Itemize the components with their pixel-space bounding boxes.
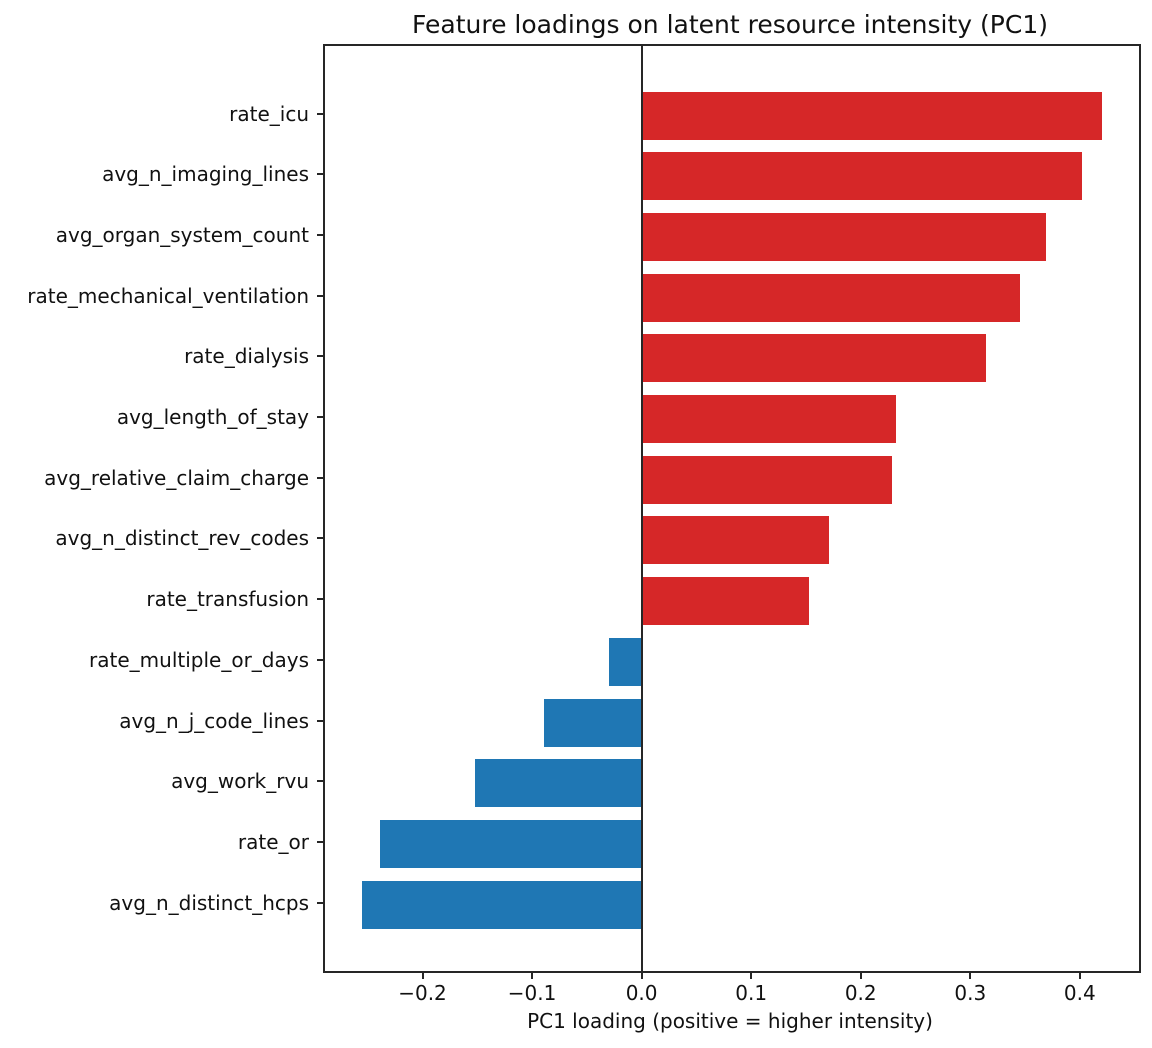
xtick-mark — [640, 971, 643, 979]
bar-rate_mechanical_ventilation — [641, 273, 1020, 322]
ytick-label-rate_dialysis: rate_dialysis — [184, 344, 309, 369]
bar-avg_n_distinct_rev_codes — [641, 516, 829, 565]
ytick-mark — [317, 901, 325, 904]
ytick-label-rate_transfusion: rate_transfusion — [146, 587, 309, 612]
ytick-label-avg_n_imaging_lines: avg_n_imaging_lines — [102, 162, 309, 187]
ytick-mark — [317, 233, 325, 236]
ytick-mark — [317, 355, 325, 358]
xtick-mark — [969, 971, 972, 979]
ytick-label-avg_organ_system_count: avg_organ_system_count — [55, 222, 309, 247]
ytick-mark — [317, 476, 325, 479]
bar-rate_or — [379, 819, 642, 868]
xtick-label-0.3: 0.3 — [954, 981, 987, 1005]
bar-rate_icu — [641, 91, 1102, 140]
xtick-label-0.4: 0.4 — [1063, 981, 1096, 1005]
chart-title: Feature loadings on latent resource inte… — [412, 10, 1048, 39]
xtick-label-0.2: 0.2 — [844, 981, 877, 1005]
ytick-mark — [317, 780, 325, 783]
bar-rate_multiple_or_days — [608, 637, 642, 686]
plot-area — [323, 44, 1141, 973]
xtick-label-−0.1: −0.1 — [507, 981, 557, 1005]
ytick-label-rate_or: rate_or — [237, 829, 309, 854]
bar-rate_transfusion — [641, 577, 810, 626]
ytick-label-avg_length_of_stay: avg_length_of_stay — [116, 405, 309, 429]
bar-avg_n_j_code_lines — [544, 698, 642, 747]
ytick-mark — [317, 294, 325, 297]
ytick-label-rate_icu: rate_icu — [229, 101, 309, 126]
ytick-label-avg_n_j_code_lines: avg_n_j_code_lines — [119, 708, 309, 733]
ytick-mark — [317, 719, 325, 722]
xtick-mark — [750, 971, 753, 979]
bar-avg_organ_system_count — [641, 212, 1046, 261]
ytick-mark — [317, 173, 325, 176]
ytick-label-avg_work_rvu: avg_work_rvu — [171, 769, 309, 794]
ytick-mark — [317, 537, 325, 540]
ytick-mark — [317, 840, 325, 843]
ytick-label-rate_multiple_or_days: rate_multiple_or_days — [89, 647, 309, 672]
bar-avg_n_distinct_hcps — [362, 880, 642, 929]
xtick-label-0.1: 0.1 — [735, 981, 768, 1005]
xtick-mark — [1078, 971, 1081, 979]
ytick-label-avg_relative_claim_charge: avg_relative_claim_charge — [44, 465, 309, 490]
bar-rate_dialysis — [641, 334, 986, 383]
xtick-mark — [531, 971, 534, 979]
ytick-mark — [317, 598, 325, 601]
xtick-mark — [421, 971, 424, 979]
ytick-mark — [317, 112, 325, 115]
ytick-label-rate_mechanical_ventilation: rate_mechanical_ventilation — [27, 283, 309, 308]
bar-avg_length_of_stay — [641, 395, 896, 443]
ytick-label-avg_n_distinct_rev_codes: avg_n_distinct_rev_codes — [55, 526, 309, 551]
bar-avg_relative_claim_charge — [641, 455, 893, 504]
xtick-mark — [859, 971, 862, 979]
xtick-label-−0.2: −0.2 — [398, 981, 447, 1005]
ytick-label-avg_n_distinct_hcps: avg_n_distinct_hcps — [109, 890, 309, 915]
bar-avg_n_imaging_lines — [641, 152, 1083, 201]
ytick-mark — [317, 416, 325, 418]
ytick-mark — [317, 658, 325, 661]
xtick-label-0.0: 0.0 — [625, 981, 658, 1005]
x-axis-label: PC1 loading (positive = higher intensity… — [527, 1009, 933, 1033]
zero-line — [640, 46, 643, 971]
bar-avg_work_rvu — [475, 759, 642, 808]
